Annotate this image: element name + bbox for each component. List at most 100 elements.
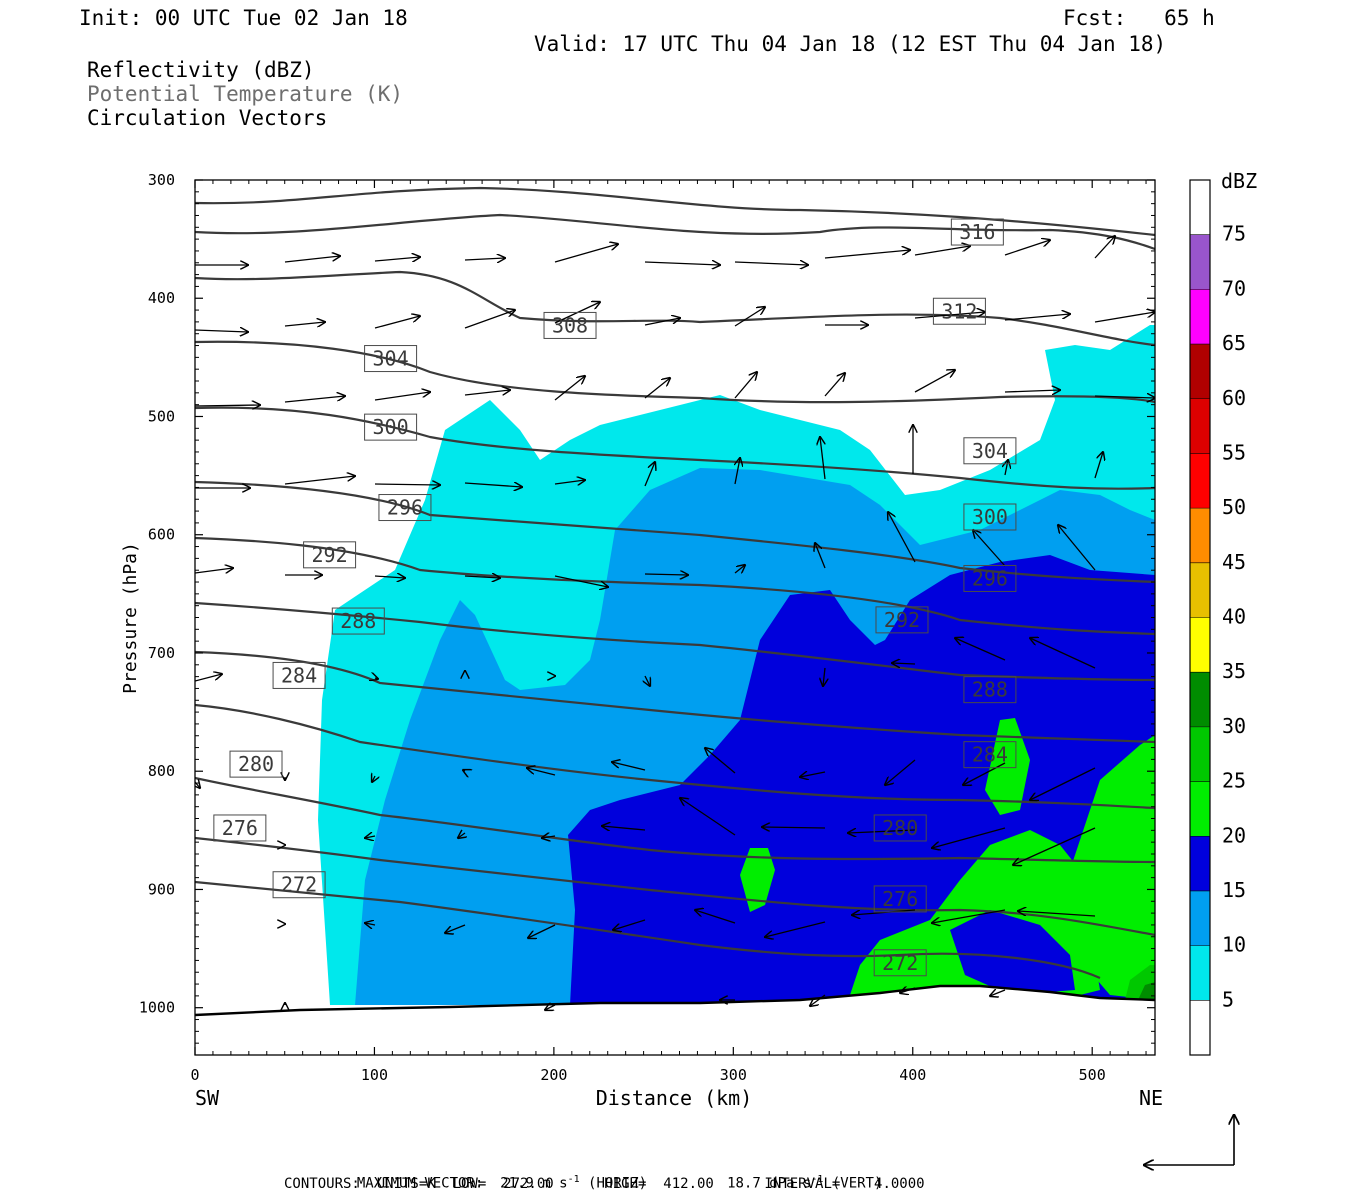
theta-contour-line (195, 650, 1155, 744)
y-tick-label: 800 (148, 762, 175, 780)
circulation-vector (852, 909, 916, 915)
circulation-vector (815, 543, 826, 569)
circulation-vector (1094, 452, 1103, 479)
footer-contours: CONTOURS: UNITS=K LOW= 272.00 HIGH= 412.… (284, 1176, 925, 1192)
circulation-vector (765, 921, 826, 937)
colorbar-swatch (1190, 289, 1210, 345)
circulation-vector (1094, 312, 1155, 323)
colorbar-level-label: 60 (1222, 386, 1246, 410)
circulation-vector (762, 827, 826, 828)
theta-label-text: 284 (281, 663, 317, 687)
circulation-vector (914, 370, 955, 393)
theta-contour-line (195, 340, 1155, 404)
circulation-vector (365, 836, 376, 838)
theta-label-text: 312 (941, 299, 977, 323)
theta-contour-line (195, 880, 1101, 980)
theta-label: 304 (364, 345, 418, 373)
circulation-vector (463, 770, 465, 771)
colorbar-swatch (1190, 344, 1210, 399)
footer-max-vector: MAXIMUM VECTOR: 21.9 m s-1 (HORIZ) 18.7 d… (356, 1174, 883, 1192)
y-axis: 300 400 500 600 700 800 900 1000 (139, 171, 1155, 1044)
circulation-vector (734, 372, 757, 399)
circulation-vector (445, 924, 466, 933)
circulation-vector (464, 258, 505, 260)
circulation-vector (1004, 240, 1050, 256)
circulation-vector (644, 378, 670, 399)
theta-label-text: 288 (972, 678, 1008, 702)
theta-label-text: 316 (959, 220, 995, 244)
theta-label-text: 300 (373, 415, 409, 439)
refl-20-region-b (985, 718, 1030, 815)
x-end-right-label: NE (1139, 1086, 1163, 1110)
circulation-vector (734, 565, 745, 573)
circulation-vector (1005, 460, 1008, 476)
reference-vector-icon (1144, 1115, 1234, 1165)
theta-label-text: 280 (238, 752, 274, 776)
circulation-vector (1094, 236, 1115, 259)
y-tick-label: 500 (148, 407, 175, 425)
circulation-vector (734, 307, 765, 327)
y-tick-label: 900 (148, 880, 175, 898)
colorbar-unit: dBZ (1221, 169, 1257, 193)
theta-label: 292 (875, 606, 929, 634)
ground-line (194, 984, 1156, 1017)
x-tick-label: 200 (540, 1066, 567, 1084)
circulation-vector (1030, 638, 1096, 669)
colorbar-level-label: 15 (1222, 878, 1246, 902)
y-tick-label: 700 (148, 644, 175, 662)
circulation-vector (955, 638, 1006, 661)
theta-label-text: 304 (373, 347, 409, 371)
colorbar-swatch (1190, 508, 1210, 563)
colorbar-level-label: 25 (1222, 769, 1246, 793)
x-axis-label: Distance (km) (596, 1086, 753, 1110)
circulation-vector (195, 674, 222, 682)
theta-label-text: 292 (884, 608, 920, 632)
circulation-vector (612, 762, 646, 771)
circulation-vector (1058, 525, 1096, 571)
theta-label: 288 (331, 607, 385, 635)
theta-label-text: 308 (552, 313, 588, 337)
circulation-vector (848, 830, 916, 833)
colorbar-swatch (1190, 890, 1210, 946)
y-tick-label: 600 (148, 526, 175, 544)
theta-label-text: 284 (972, 743, 1008, 767)
circulation-vector (195, 568, 233, 574)
circulation-vector (1013, 827, 1096, 865)
colorbar-level-label: 75 (1222, 222, 1246, 246)
theta-label-text: 276 (222, 816, 258, 840)
x-tick-label: 300 (720, 1066, 747, 1084)
circulation-vector (528, 924, 556, 938)
circulation-vector (734, 262, 808, 265)
colorbar-swatch (1190, 726, 1210, 782)
theta-contour-line (195, 270, 1155, 347)
field-label-reflectivity: Reflectivity (dBZ) (87, 58, 315, 82)
theta-label: 300 (364, 413, 418, 441)
colorbar-level-label: 70 (1222, 276, 1246, 300)
circulation-vector (823, 667, 825, 686)
y-tick-label: 1000 (139, 999, 175, 1017)
circulation-vector (644, 462, 655, 487)
colorbar-level-label: 10 (1222, 933, 1246, 957)
colorbar-swatch (1190, 836, 1210, 891)
theta-contour-line (195, 186, 1155, 237)
theta-label: 284 (963, 741, 1017, 769)
circulation-vector (464, 576, 500, 578)
y-axis-label: Pressure (hPa) (120, 542, 141, 694)
circulation-vector (374, 316, 420, 329)
circulation-vector (284, 322, 325, 326)
circulation-vector (888, 512, 916, 563)
theta-label: 316 (950, 218, 1004, 246)
theta-contour-line (195, 536, 1155, 636)
circulation-vector (645, 675, 650, 686)
colorbar-swatch (1190, 672, 1210, 727)
colorbar-level-label: 65 (1222, 331, 1246, 355)
circulation-vector (990, 990, 1006, 996)
circulation-vector (644, 318, 680, 326)
circulation-vector (374, 484, 440, 485)
refl-20-region-d (740, 848, 775, 912)
circulation-vector (824, 373, 845, 397)
circulation-vector (365, 923, 376, 925)
theta-label: 308 (543, 311, 597, 339)
x-tick-label: 500 (1079, 1066, 1106, 1084)
circulation-vector (464, 390, 510, 396)
